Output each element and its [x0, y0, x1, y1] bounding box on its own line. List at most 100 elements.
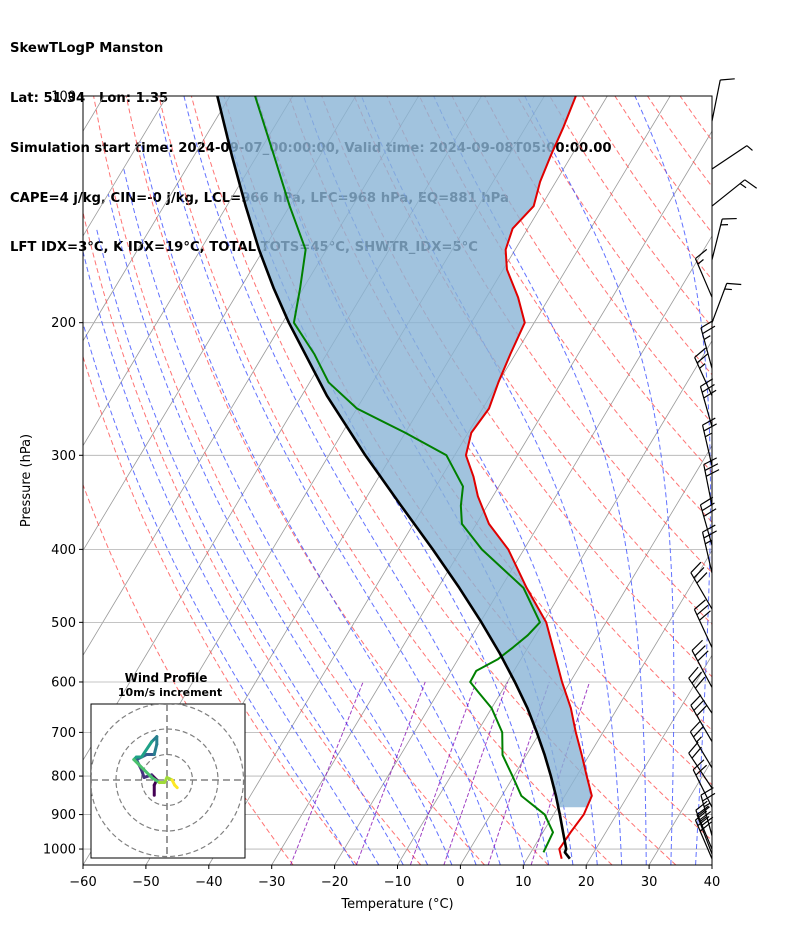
moist-adiabat	[83, 249, 380, 865]
moist-adiabat	[158, 111, 501, 865]
y-tick-label: 700	[51, 726, 76, 741]
isotherm	[585, 654, 712, 865]
dry-adiabat	[418, 96, 712, 523]
moist-adiabat	[140, 141, 477, 865]
barb-flag	[696, 604, 709, 616]
barb-flag	[691, 639, 703, 651]
barb-flag	[703, 530, 717, 539]
dry-adiabat	[679, 96, 712, 142]
barb-half-flag	[696, 736, 702, 743]
barb-staff	[693, 609, 713, 648]
barb-staff	[700, 327, 713, 369]
barb-flag	[694, 347, 707, 358]
barb-half-flag	[739, 183, 747, 189]
barb-flag	[693, 566, 705, 579]
barb-flag	[689, 720, 701, 733]
wind-barb	[703, 457, 720, 506]
isotherm	[522, 549, 712, 865]
barb-flag	[696, 353, 709, 364]
wind-barb	[700, 787, 716, 836]
x-tick-label: −20	[321, 875, 348, 890]
dry-adiabat	[647, 96, 712, 188]
dry-adiabat	[353, 96, 712, 625]
barb-flag	[700, 816, 714, 827]
dry-adiabat	[190, 96, 677, 865]
x-tick-label: 0	[456, 875, 464, 890]
barb-staff	[699, 386, 713, 428]
wind-barb	[695, 800, 713, 850]
y-tick-label: 500	[51, 616, 76, 631]
dry-adiabat	[125, 96, 549, 865]
barb-flag	[692, 759, 705, 771]
barb-flag	[701, 502, 715, 512]
parcel-profile	[216, 96, 571, 860]
isotherm	[83, 96, 105, 132]
wind-barb	[688, 666, 713, 714]
cape-shading	[217, 96, 592, 808]
y-tick-label: 900	[51, 808, 76, 823]
barb-flag	[695, 800, 708, 811]
barb-flag	[696, 704, 708, 717]
barb-flag	[688, 666, 699, 679]
dry-adiabat	[549, 96, 712, 328]
inset-frame	[90, 703, 246, 859]
wind-barb	[711, 179, 758, 207]
barb-flag	[703, 423, 717, 432]
moist-adiabat	[634, 96, 711, 865]
barb-flag	[694, 676, 706, 689]
barb-staff	[701, 424, 713, 467]
wind-barb	[694, 347, 713, 396]
x-tick-label: −40	[195, 875, 222, 890]
wind-barb	[700, 319, 716, 369]
barb-staff	[694, 819, 713, 859]
barb-staff	[694, 258, 713, 298]
barb-flag	[703, 508, 717, 517]
x-tick-label: −30	[258, 875, 285, 890]
wind-barb	[692, 759, 713, 808]
barb-flag	[696, 805, 709, 816]
barb-flag	[744, 179, 758, 189]
barb-staff	[694, 357, 713, 396]
moist-adiabat	[524, 96, 675, 865]
barb-flag	[695, 248, 708, 260]
barb-flag	[690, 694, 702, 706]
dry-adiabat	[83, 483, 294, 865]
wind-barb	[699, 378, 717, 428]
barb-flag	[703, 389, 717, 399]
hodograph-segment	[142, 768, 154, 779]
barb-flag	[691, 746, 702, 759]
barb-staff	[711, 79, 721, 122]
barb-half-flag	[703, 802, 711, 808]
isotherm	[711, 864, 712, 865]
barb-flag	[697, 806, 710, 817]
isotherm	[334, 235, 712, 865]
moist-adiabat	[83, 321, 355, 865]
chart-title: SkewTLogP Manston	[10, 41, 164, 57]
plot-area	[83, 96, 712, 865]
barb-half-flag	[704, 432, 712, 438]
barb-flag	[690, 561, 702, 574]
barb-staff	[711, 179, 746, 207]
barb-flag	[703, 457, 717, 466]
barb-flag	[700, 787, 714, 796]
moist-adiabat	[107, 194, 429, 865]
temperature-profile	[464, 96, 593, 859]
barb-flag	[702, 325, 716, 335]
barb-staff	[696, 814, 713, 855]
wind-barb	[693, 599, 713, 648]
mixing-ratio-line	[355, 681, 426, 865]
isotherm	[83, 96, 168, 237]
hodograph-area	[91, 704, 245, 858]
barb-staff	[692, 769, 713, 808]
wind-profile-subtitle: 10m/s increment	[118, 686, 222, 699]
barb-staff	[701, 531, 713, 574]
wind-barb	[690, 561, 713, 610]
wind-barb	[696, 805, 714, 855]
mixing-ratio-line	[530, 681, 591, 865]
dewpoint-profile	[254, 96, 555, 853]
dry-adiabat	[83, 210, 422, 865]
barb-flag	[698, 811, 712, 821]
barb-flag	[696, 572, 708, 584]
moist-adiabat	[123, 168, 453, 865]
